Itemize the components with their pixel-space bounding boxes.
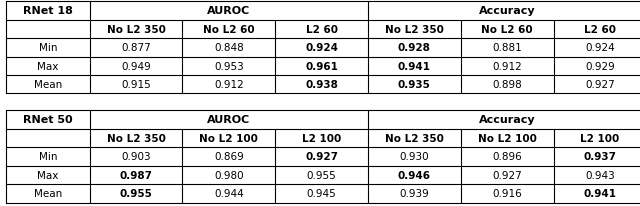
Text: 0.930: 0.930 [399, 152, 429, 162]
Text: 0.955: 0.955 [120, 188, 152, 198]
Text: Mean: Mean [34, 80, 62, 90]
Text: 0.912: 0.912 [214, 80, 244, 90]
Text: 0.955: 0.955 [307, 170, 337, 180]
Text: 0.898: 0.898 [492, 80, 522, 90]
Text: RNet 50: RNet 50 [23, 115, 73, 125]
Text: 0.943: 0.943 [585, 170, 615, 180]
Text: 0.928: 0.928 [398, 43, 431, 53]
Text: No L2 100: No L2 100 [478, 133, 536, 143]
Text: 0.941: 0.941 [398, 61, 431, 71]
Text: No L2 350: No L2 350 [107, 133, 165, 143]
Text: 0.869: 0.869 [214, 152, 244, 162]
Text: Min: Min [39, 43, 57, 53]
Text: 0.848: 0.848 [214, 43, 244, 53]
Text: 0.953: 0.953 [214, 61, 244, 71]
Text: 0.941: 0.941 [584, 188, 616, 198]
Text: 0.949: 0.949 [121, 61, 151, 71]
Text: L2 100: L2 100 [580, 133, 620, 143]
Text: 0.961: 0.961 [305, 61, 338, 71]
Text: 0.945: 0.945 [307, 188, 337, 198]
Text: No L2 100: No L2 100 [200, 133, 258, 143]
Text: 0.937: 0.937 [584, 152, 616, 162]
Text: Accuracy: Accuracy [479, 115, 536, 125]
Text: 0.946: 0.946 [398, 170, 431, 180]
Text: L2 60: L2 60 [306, 25, 338, 35]
Text: 0.987: 0.987 [120, 170, 152, 180]
Text: 0.938: 0.938 [305, 80, 338, 90]
Text: 0.924: 0.924 [585, 43, 615, 53]
Text: 0.927: 0.927 [492, 170, 522, 180]
Text: 0.935: 0.935 [398, 80, 431, 90]
Text: 0.903: 0.903 [121, 152, 151, 162]
Text: Max: Max [37, 170, 59, 180]
Text: 0.929: 0.929 [585, 61, 615, 71]
Text: AUROC: AUROC [207, 115, 250, 125]
Text: No L2 350: No L2 350 [107, 25, 165, 35]
Text: RNet 18: RNet 18 [23, 6, 73, 16]
Text: 0.915: 0.915 [121, 80, 151, 90]
Text: L2 100: L2 100 [302, 133, 341, 143]
Text: 0.927: 0.927 [585, 80, 615, 90]
Text: L2 60: L2 60 [584, 25, 616, 35]
Text: No L2 60: No L2 60 [481, 25, 533, 35]
Text: 0.924: 0.924 [305, 43, 338, 53]
Text: 0.912: 0.912 [492, 61, 522, 71]
Text: Max: Max [37, 61, 59, 71]
Text: 0.927: 0.927 [305, 152, 338, 162]
Text: 0.980: 0.980 [214, 170, 244, 180]
Text: 0.896: 0.896 [492, 152, 522, 162]
Text: No L2 350: No L2 350 [385, 25, 444, 35]
Text: No L2 60: No L2 60 [203, 25, 255, 35]
Text: No L2 350: No L2 350 [385, 133, 444, 143]
Text: Mean: Mean [34, 188, 62, 198]
Text: 0.916: 0.916 [492, 188, 522, 198]
Text: Accuracy: Accuracy [479, 6, 536, 16]
Text: 0.881: 0.881 [492, 43, 522, 53]
Text: Min: Min [39, 152, 57, 162]
Text: AUROC: AUROC [207, 6, 250, 16]
Text: 0.944: 0.944 [214, 188, 244, 198]
Text: 0.939: 0.939 [399, 188, 429, 198]
Text: 0.877: 0.877 [121, 43, 151, 53]
